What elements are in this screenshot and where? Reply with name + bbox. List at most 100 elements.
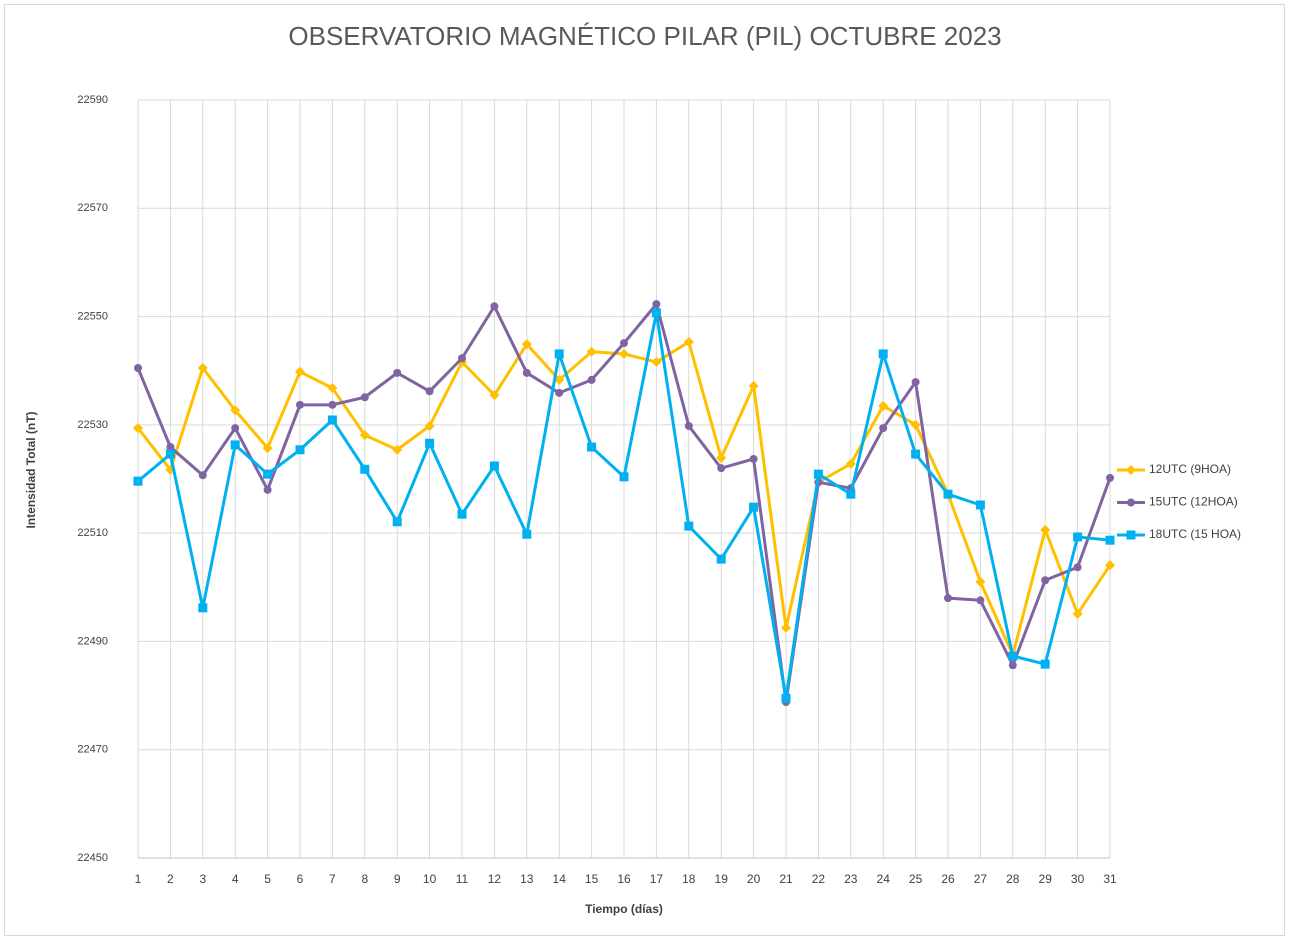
legend-label: 12UTC (9HOA) xyxy=(1149,462,1231,476)
y-tick-label: 22550 xyxy=(77,310,108,322)
marker xyxy=(489,461,499,471)
marker xyxy=(555,388,564,397)
marker xyxy=(392,517,402,527)
marker xyxy=(651,357,662,368)
marker xyxy=(684,521,694,531)
marker xyxy=(943,489,953,499)
marker xyxy=(975,576,986,587)
marker xyxy=(587,375,596,384)
x-tick-label: 9 xyxy=(394,872,401,886)
marker xyxy=(716,452,727,463)
marker xyxy=(684,421,693,430)
x-tick-label: 22 xyxy=(812,872,826,886)
y-tick-label: 22530 xyxy=(77,419,108,431)
legend-label: 18UTC (15 HOA) xyxy=(1149,527,1241,541)
x-tick-label: 12 xyxy=(488,872,502,886)
marker xyxy=(1126,465,1136,475)
marker xyxy=(976,596,985,605)
marker xyxy=(198,471,207,480)
x-tick-label: 10 xyxy=(423,872,437,886)
marker xyxy=(262,443,273,454)
x-tick-label: 23 xyxy=(844,872,858,886)
marker xyxy=(263,469,273,479)
marker xyxy=(457,509,467,519)
marker xyxy=(133,423,143,434)
marker xyxy=(586,346,597,357)
marker xyxy=(781,693,791,703)
marker xyxy=(781,622,791,633)
x-tick-label: 27 xyxy=(974,872,988,886)
marker xyxy=(1126,530,1136,540)
marker xyxy=(425,438,435,448)
marker xyxy=(230,405,241,416)
x-tick-label: 2 xyxy=(167,872,174,886)
legend-label: 15UTC (12HOA) xyxy=(1149,495,1238,509)
marker xyxy=(424,420,435,431)
x-tick-label: 14 xyxy=(553,872,567,886)
marker xyxy=(748,380,759,391)
marker xyxy=(845,458,856,469)
y-tick-label: 22570 xyxy=(77,202,108,214)
x-tick-label: 3 xyxy=(199,872,206,886)
x-tick-label: 31 xyxy=(1103,872,1117,886)
marker xyxy=(878,400,889,411)
x-tick-label: 25 xyxy=(909,872,923,886)
x-tick-label: 20 xyxy=(747,872,761,886)
marker xyxy=(1072,608,1083,619)
marker xyxy=(425,387,434,396)
x-tick-label: 13 xyxy=(520,872,534,886)
marker xyxy=(327,415,337,425)
marker xyxy=(1040,524,1051,535)
marker xyxy=(231,424,240,433)
marker xyxy=(911,449,921,459)
marker xyxy=(263,485,272,494)
marker xyxy=(620,339,628,348)
marker xyxy=(295,366,305,377)
x-tick-label: 15 xyxy=(585,872,599,886)
x-tick-label: 30 xyxy=(1071,872,1085,886)
x-tick-label: 29 xyxy=(1039,872,1053,886)
x-tick-label: 24 xyxy=(877,872,891,886)
marker xyxy=(296,400,304,409)
chart-title: OBSERVATORIO MAGNÉTICO PILAR (PIL) OCTUB… xyxy=(288,21,1001,51)
marker xyxy=(166,443,175,452)
marker xyxy=(522,368,531,377)
marker xyxy=(295,445,305,455)
marker xyxy=(133,476,143,486)
x-tick-label: 19 xyxy=(715,872,729,886)
x-tick-label: 17 xyxy=(650,872,664,886)
marker xyxy=(1105,535,1115,545)
marker xyxy=(846,489,856,499)
marker xyxy=(230,440,240,450)
marker xyxy=(749,454,758,463)
marker xyxy=(651,308,661,318)
marker xyxy=(1008,651,1018,661)
y-tick-label: 22510 xyxy=(77,527,108,539)
marker xyxy=(522,529,532,539)
marker xyxy=(911,378,920,387)
y-tick-label: 22490 xyxy=(77,635,108,647)
marker xyxy=(198,603,208,613)
marker xyxy=(1127,498,1135,507)
marker xyxy=(619,472,629,482)
marker xyxy=(749,502,759,512)
y-tick-label: 22590 xyxy=(77,94,108,106)
marker xyxy=(878,349,888,359)
marker xyxy=(716,554,726,564)
marker xyxy=(1073,532,1083,542)
marker xyxy=(360,464,370,474)
marker xyxy=(717,464,726,473)
x-tick-label: 21 xyxy=(779,872,793,886)
x-tick-label: 7 xyxy=(329,872,336,886)
x-tick-label: 8 xyxy=(361,872,368,886)
marker xyxy=(392,444,403,455)
marker xyxy=(458,354,466,363)
x-tick-label: 11 xyxy=(456,872,469,886)
marker xyxy=(327,383,338,394)
marker xyxy=(1106,473,1114,482)
marker xyxy=(521,339,532,350)
marker xyxy=(879,424,888,433)
y-tick-label: 22450 xyxy=(77,852,108,864)
